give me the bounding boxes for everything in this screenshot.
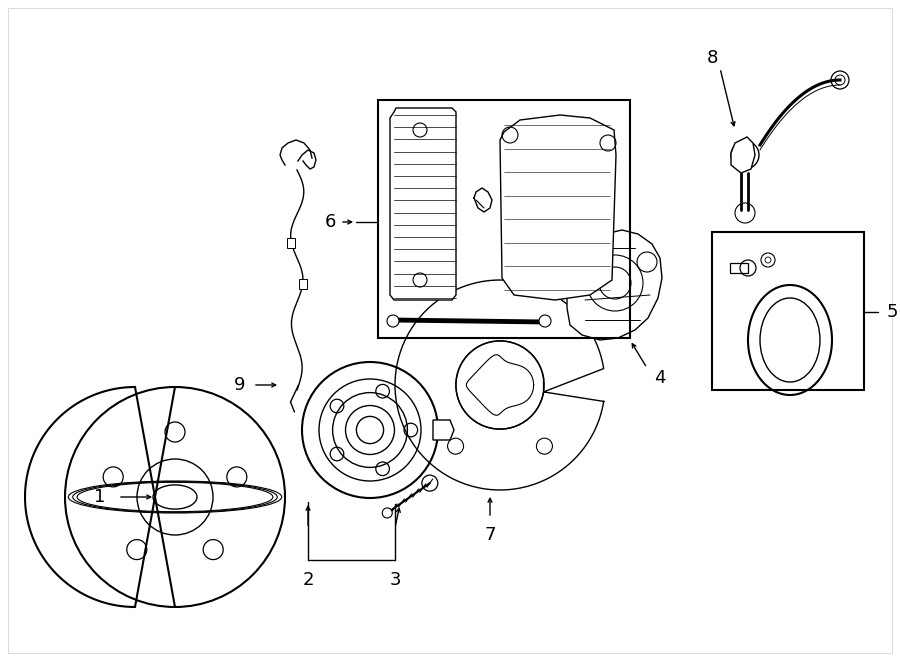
Text: 1: 1 — [94, 488, 105, 506]
Text: 3: 3 — [389, 571, 400, 589]
Bar — [378, 100, 630, 338]
Text: 5: 5 — [886, 303, 898, 321]
Circle shape — [387, 315, 399, 327]
Circle shape — [765, 257, 771, 263]
Polygon shape — [567, 230, 662, 340]
Bar — [299, 280, 307, 290]
Text: 9: 9 — [234, 376, 246, 394]
Bar — [287, 237, 295, 248]
Bar — [712, 232, 864, 390]
Text: 2: 2 — [302, 571, 314, 589]
Polygon shape — [390, 108, 456, 300]
Polygon shape — [395, 280, 604, 490]
Circle shape — [356, 416, 383, 444]
Polygon shape — [433, 420, 454, 440]
Polygon shape — [731, 137, 755, 173]
Polygon shape — [500, 115, 616, 300]
Bar — [730, 263, 748, 273]
Text: 8: 8 — [706, 49, 717, 67]
Text: 4: 4 — [654, 369, 666, 387]
Circle shape — [382, 508, 392, 518]
Text: 7: 7 — [484, 526, 496, 544]
Circle shape — [539, 315, 551, 327]
Text: 6: 6 — [324, 213, 336, 231]
